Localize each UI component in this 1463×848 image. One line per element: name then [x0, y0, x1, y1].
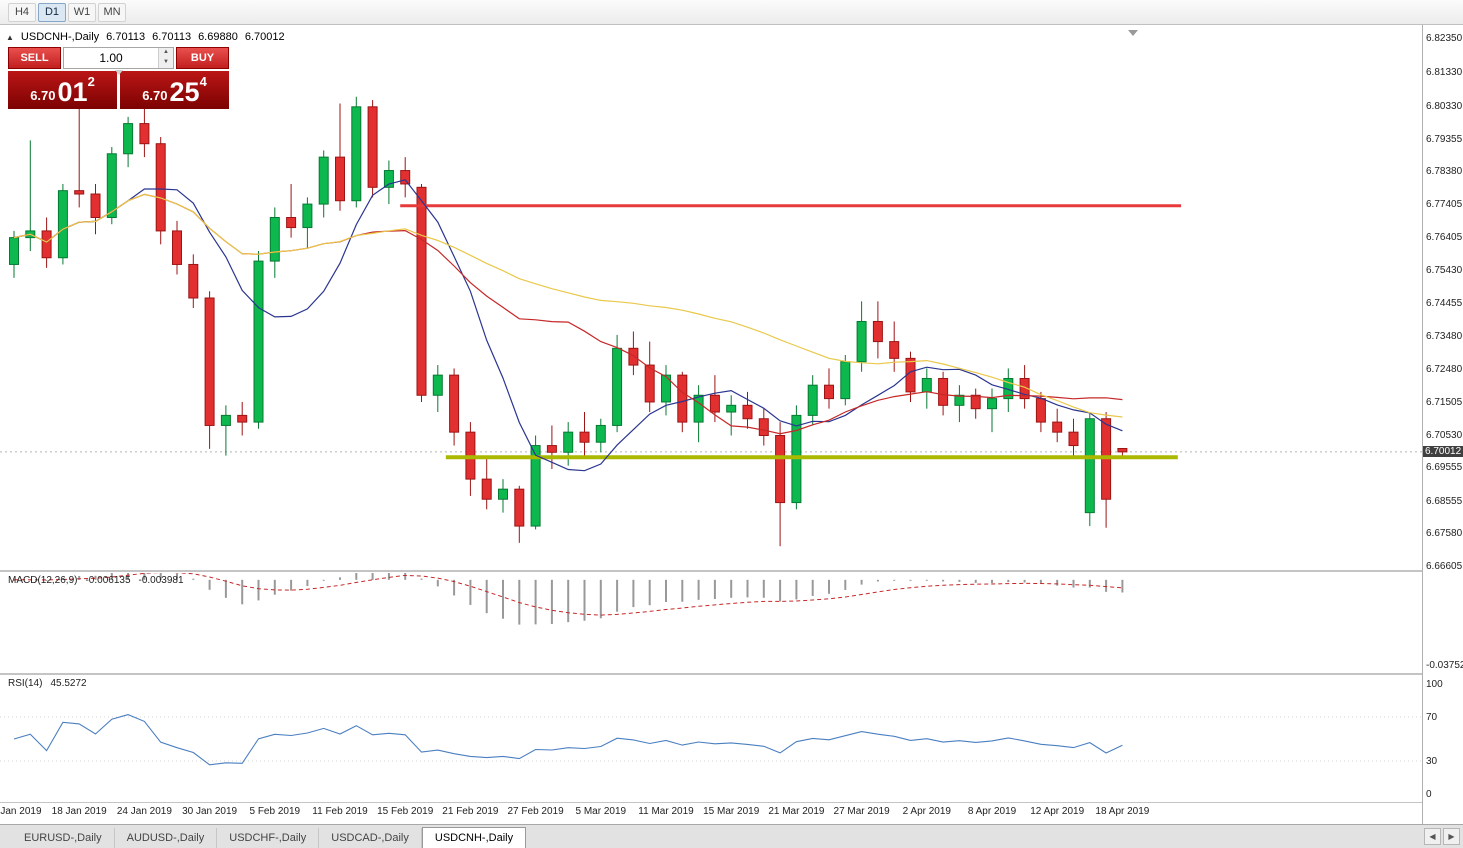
date-label: 5 Mar 2019 — [575, 806, 627, 817]
price-axis-label: 6.72480 — [1426, 364, 1463, 376]
price-axis-label: 6.67580 — [1426, 528, 1463, 540]
tab-scroll-right-icon[interactable]: ▶ — [1443, 828, 1460, 845]
rsi-axis-label: 0 — [1426, 789, 1432, 800]
date-label: 18 Jan 2019 — [51, 806, 107, 817]
rsi-line — [13, 714, 1123, 766]
sell-price-big: 01 — [57, 77, 88, 107]
date-label: 27 Mar 2019 — [833, 806, 890, 817]
price-axis-label: 6.79355 — [1426, 133, 1463, 145]
current-price-badge: 6.70012 — [1423, 445, 1463, 457]
price-axis-label: 6.73480 — [1426, 330, 1463, 342]
macd-value: -0.006135 — [85, 575, 131, 586]
axis-separator — [0, 802, 1463, 803]
tab-usdcnh[interactable]: USDCNH-,Daily — [421, 827, 527, 848]
macd-name: MACD(12,26,9) — [8, 575, 78, 586]
sell-button[interactable]: SELL — [8, 47, 61, 69]
buy-price-prefix: 6.70 — [142, 88, 168, 103]
rsi-value: 45.5272 — [50, 678, 87, 689]
one-click-trading-panel: SELL ▲ ▼ BUY 6.70 01 2 6.70 25 4 — [8, 47, 229, 109]
ma-fast — [13, 179, 1123, 472]
chart-tab-bar: EURUSD-,Daily AUDUSD-,Daily USDCHF-,Dail… — [0, 824, 1463, 848]
ohlc-low: 6.69880 — [198, 31, 238, 43]
tab-usdchf[interactable]: USDCHF-,Daily — [217, 828, 320, 848]
price-axis-label: 6.82350 — [1426, 33, 1463, 45]
price-axis-label: 6.68555 — [1426, 495, 1463, 507]
price-axis-label: 6.71505 — [1426, 396, 1463, 408]
date-label: 5 Feb 2019 — [249, 806, 301, 817]
tab-eurusd[interactable]: EURUSD-,Daily — [12, 828, 115, 848]
buy-button[interactable]: BUY — [176, 47, 229, 69]
volume-stepper: ▲ ▼ — [63, 47, 174, 69]
timeframe-button-w1[interactable]: W1 — [68, 2, 96, 22]
sell-price-sup: 2 — [87, 74, 95, 89]
date-label: 11 Mar 2019 — [638, 806, 694, 817]
timeframe-button-d1[interactable]: D1 — [38, 2, 66, 22]
date-label: 15 Mar 2019 — [703, 806, 760, 817]
tab-usdcad[interactable]: USDCAD-,Daily — [319, 828, 422, 848]
macd-signal-line — [14, 573, 1123, 616]
price-axis-label: 6.75430 — [1426, 265, 1463, 277]
tab-scroll-left-icon[interactable]: ◀ — [1424, 828, 1441, 845]
date-axis[interactable]: 14 Jan 2019 18 Jan 2019 24 Jan 2019 30 Jan … — [0, 804, 1422, 822]
date-label: 15 Feb 2019 — [377, 806, 434, 817]
date-label: 27 Feb 2019 — [507, 806, 564, 817]
date-label: 12 Apr 2019 — [1030, 806, 1085, 817]
ohlc-close: 6.70012 — [244, 31, 285, 43]
rsi-splitter[interactable] — [0, 673, 1463, 675]
rsi-label: RSI(14) 45.5272 — [8, 678, 87, 689]
chart-shift-marker-icon[interactable] — [1128, 30, 1138, 36]
macd-signal-value: -0.003981 — [138, 575, 184, 586]
price-axis-label: 6.76405 — [1426, 232, 1463, 244]
price-axis-label: 6.74455 — [1426, 297, 1463, 309]
rsi-axis-label: 100 — [1426, 679, 1443, 690]
macd-histogram — [13, 573, 1124, 625]
rsi-axis-label: 30 — [1426, 756, 1438, 767]
volume-up-icon[interactable]: ▲ — [159, 48, 173, 58]
price-axis-label: 6.77405 — [1426, 198, 1463, 210]
price-axis-label: 6.80330 — [1426, 100, 1463, 112]
volume-down-icon[interactable]: ▼ — [159, 58, 173, 68]
price-axis[interactable]: 6.82350 6.81330 6.80330 6.79355 6.78380 6.774… — [1422, 25, 1463, 824]
macd-panel[interactable] — [0, 573, 1422, 672]
timeframe-button-mn[interactable]: MN — [98, 2, 126, 22]
rsi-name: RSI(14) — [8, 678, 43, 689]
price-axis-label: 6.78380 — [1426, 166, 1463, 178]
chart-title: ▲ USDCNH-,Daily 6.70113 6.70113 6.69880 … — [6, 31, 285, 43]
sell-price-quote[interactable]: 6.70 01 2 — [8, 71, 117, 109]
volume-input[interactable] — [64, 48, 158, 68]
collapse-arrow-icon[interactable]: ▲ — [6, 32, 14, 42]
sell-price-prefix: 6.70 — [30, 88, 56, 103]
date-label: 21 Mar 2019 — [768, 806, 825, 817]
timeframe-button-h4[interactable]: H4 — [8, 2, 36, 22]
macd-label: MACD(12,26,9) -0.006135 -0.003981 — [8, 575, 184, 586]
price-axis-label: 6.81330 — [1426, 67, 1463, 79]
date-label: 18 Apr 2019 — [1095, 806, 1150, 817]
date-label: 8 Apr 2019 — [967, 806, 1017, 817]
date-label: 14 Jan 2019 — [0, 806, 42, 817]
ma-slow — [13, 193, 1123, 418]
candles-layer — [9, 96, 1128, 547]
price-axis-label: 6.70530 — [1426, 429, 1463, 441]
chart-plot-area[interactable] — [0, 28, 1422, 570]
timeframe-toolbar: H4 D1 W1 MN — [0, 0, 1463, 25]
price-axis-label: 6.69555 — [1426, 462, 1463, 474]
date-label: 2 Apr 2019 — [902, 806, 951, 817]
date-label: 30 Jan 2019 — [182, 806, 238, 817]
rsi-axis-label: 70 — [1426, 712, 1438, 723]
symbol-period-label: USDCNH-,Daily — [20, 31, 100, 43]
spread-marker-icon — [114, 70, 123, 75]
buy-price-big: 25 — [169, 77, 200, 107]
date-label: 11 Feb 2019 — [312, 806, 368, 817]
date-label: 24 Jan 2019 — [116, 806, 172, 817]
buy-price-quote[interactable]: 6.70 25 4 — [120, 71, 229, 109]
macd-splitter[interactable] — [0, 570, 1463, 572]
buy-price-sup: 4 — [199, 74, 207, 89]
date-label: 21 Feb 2019 — [442, 806, 499, 817]
tab-audusd[interactable]: AUDUSD-,Daily — [115, 828, 218, 848]
ohlc-high: 6.70113 — [152, 31, 192, 43]
rsi-panel[interactable] — [0, 676, 1422, 802]
ohlc-open: 6.70113 — [106, 31, 146, 43]
macd-axis-label: -0.03752 — [1426, 660, 1463, 672]
price-axis-label: 6.66605 — [1426, 561, 1463, 573]
